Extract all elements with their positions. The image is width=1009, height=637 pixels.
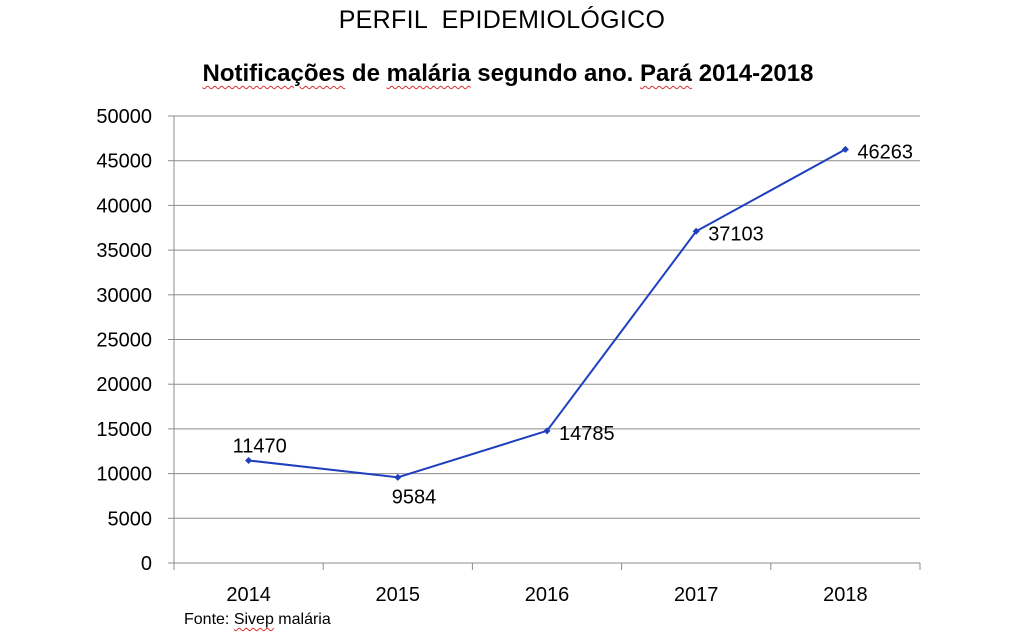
y-tick-label: 15000 — [96, 419, 152, 441]
y-tick-label: 0 — [141, 553, 152, 575]
chart-title-part: Notificações — [202, 60, 346, 87]
x-tick-label: 2016 — [525, 584, 570, 606]
chart-title-part: 2014-2018 — [692, 60, 814, 87]
source-part: Fonte: — [184, 611, 234, 628]
series — [245, 145, 849, 481]
y-tick-label: 5000 — [108, 508, 153, 530]
data-label: 11470 — [233, 435, 287, 457]
x-tick-label: 2015 — [376, 584, 421, 606]
data-label: 46263 — [857, 141, 913, 163]
axes — [168, 115, 921, 570]
gridlines — [174, 115, 920, 519]
source-note: Fonte: Sivep malária — [184, 611, 331, 629]
data-point — [543, 427, 551, 435]
chart-title-part: de — [345, 60, 387, 87]
chart-title-part: segundo ano. — [470, 60, 640, 87]
y-tick-label: 45000 — [96, 151, 152, 173]
slide-heading: PERFIL EPIDEMIOLÓGICO — [338, 6, 666, 34]
y-tick-label: 50000 — [96, 106, 152, 128]
y-tick-labels: 0 5000 10000 15000 20000 25000 30000 35000 40000… — [96, 106, 152, 575]
chart-title-part: Pará — [639, 60, 693, 87]
y-tick-label: 40000 — [96, 195, 152, 217]
y-tick-label: 35000 — [96, 240, 152, 262]
data-point — [245, 456, 253, 464]
source-part: Sivep — [233, 611, 274, 628]
source-part: malária — [273, 611, 331, 628]
x-tick-label: 2018 — [823, 584, 868, 606]
data-label: 37103 — [708, 223, 764, 245]
data-point — [692, 227, 700, 235]
data-label: 9584 — [392, 486, 437, 508]
chart-title-part: malária — [386, 60, 471, 87]
x-tick-label: 2014 — [226, 584, 271, 606]
y-tick-label: 20000 — [96, 374, 152, 396]
x-tick-label: 2017 — [674, 584, 719, 606]
y-tick-label: 10000 — [96, 464, 152, 486]
chart-title: Notificações de malária segundo ano. Par… — [0, 60, 1009, 88]
data-point — [841, 145, 849, 153]
x-tick-labels: 2014 2015 2016 2017 2018 — [226, 584, 867, 606]
data-label: 14785 — [559, 423, 615, 445]
y-tick-label: 25000 — [96, 330, 152, 352]
y-tick-label: 30000 — [96, 285, 152, 307]
data-point — [394, 473, 402, 481]
data-labels: 11470 9584 14785 37103 46263 — [233, 141, 913, 508]
